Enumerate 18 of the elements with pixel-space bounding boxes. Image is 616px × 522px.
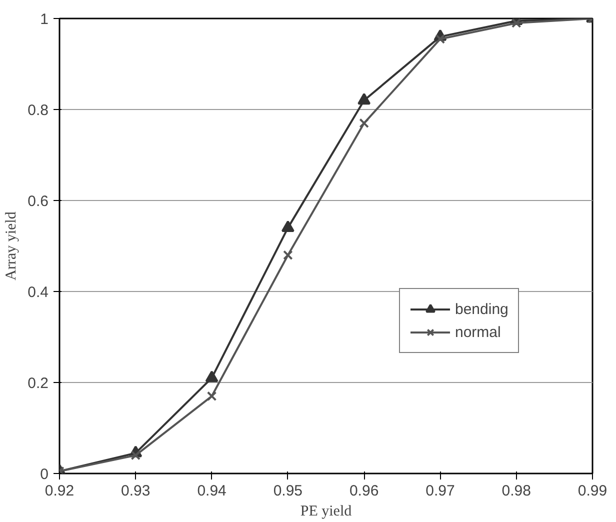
x-tick-label: 0.97 [426,482,455,500]
x-tick-label: 0.93 [121,482,150,500]
x-tick-label: 0.94 [197,482,226,500]
y-tick-label: 0.2 [28,375,49,392]
legend-label: bending [455,300,508,318]
x-tick-label: 0.92 [44,482,74,500]
y-tick-label: 0.4 [28,284,49,301]
legend-label: normal [455,324,501,340]
x-tick-label: 0.95 [273,482,303,500]
y-tick-label: 0 [40,466,48,483]
x-tick-label: 0.99 [578,482,608,500]
y-axis-title: Array yield [4,211,20,280]
y-tick-label: 1 [40,11,48,28]
y-tick-label: 0.8 [28,102,49,119]
y-tick-label: 0.6 [28,193,49,210]
x-tick-label: 0.98 [502,482,531,500]
x-axis-title: PE yield [300,504,352,520]
x-tick-label: 0.96 [349,482,379,500]
